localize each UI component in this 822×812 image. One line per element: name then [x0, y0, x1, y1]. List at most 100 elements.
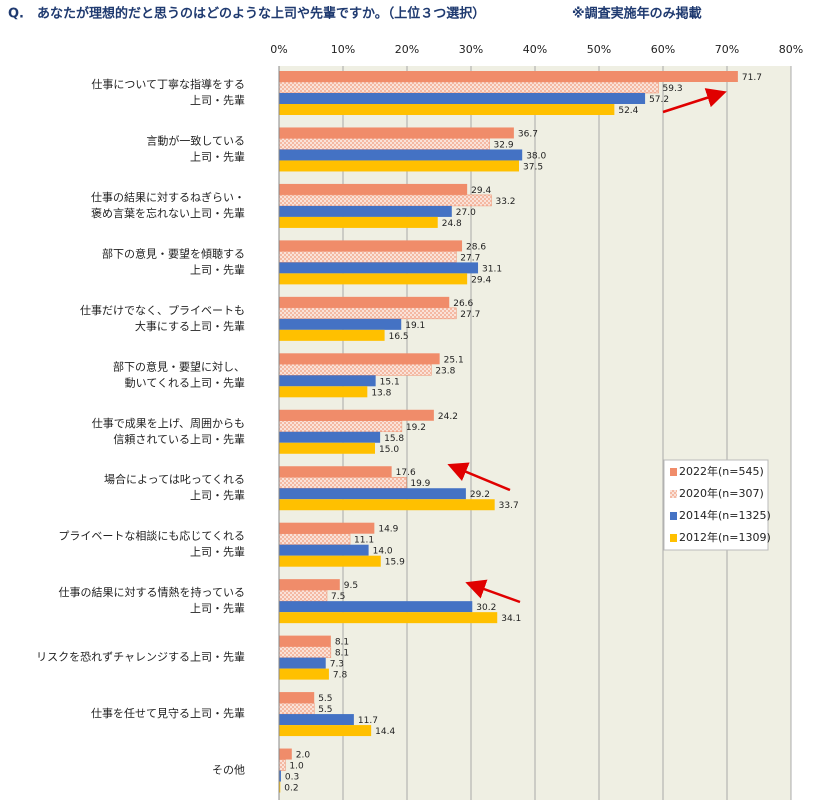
category-label: 仕事について丁寧な指導をする上司・先輩	[91, 77, 245, 107]
category-label: 言動が一致している上司・先輩	[146, 133, 245, 163]
bar	[279, 579, 340, 591]
bar	[279, 770, 281, 782]
value-label: 33.2	[495, 197, 515, 207]
value-label: 0.3	[285, 773, 299, 783]
bar	[278, 364, 432, 376]
bar	[279, 431, 381, 443]
bar	[278, 420, 403, 433]
value-label: 27.7	[460, 310, 480, 320]
value-label: 11.7	[358, 716, 378, 726]
value-label: 23.8	[435, 366, 455, 376]
category-label: 仕事の結果に対するねぎらい・褒め言葉を忘れない上司・先輩	[91, 190, 245, 220]
bar	[279, 318, 402, 330]
bar	[278, 759, 286, 771]
value-label: 27.7	[460, 253, 480, 263]
bar	[278, 81, 659, 94]
value-label: 19.9	[410, 479, 430, 489]
value-label: 29.4	[471, 275, 491, 285]
chart-title: Q. あなたが理想的だと思うのはどのような上司や先輩ですか。（上位３つ選択）	[8, 6, 485, 22]
x-tick-label: 50%	[587, 43, 611, 56]
bar	[278, 251, 457, 263]
x-tick-label: 30%	[459, 43, 483, 56]
bar	[278, 702, 315, 715]
value-label: 14.9	[378, 525, 398, 535]
bar	[279, 149, 523, 161]
value-label: 24.2	[438, 412, 458, 422]
value-label: 15.8	[384, 434, 404, 444]
x-tick-label: 20%	[395, 43, 419, 56]
bar	[279, 353, 440, 365]
bar	[279, 601, 473, 613]
bar	[279, 216, 438, 228]
category-label: 場合によっては叱ってくれる上司・先輩	[104, 472, 245, 502]
bar	[279, 466, 392, 478]
bar	[279, 104, 615, 115]
arrow	[662, 88, 727, 114]
value-label: 30.2	[476, 603, 496, 613]
legend-box	[663, 459, 769, 551]
legend-swatch	[670, 512, 677, 520]
value-label: 59.3	[663, 84, 683, 94]
legend-swatch	[670, 534, 677, 542]
x-tick-label: 10%	[331, 43, 355, 56]
category-label: 仕事を任せて見守る上司・先輩	[91, 706, 245, 720]
category-label: 部下の意見・要望に対し、動いてくれる上司・先輩	[113, 359, 245, 389]
bar	[279, 205, 452, 217]
value-label: 27.0	[456, 208, 476, 218]
bar	[279, 657, 326, 669]
value-label: 52.4	[618, 106, 638, 116]
legend-label: 2014年(n=1325)	[679, 508, 771, 522]
value-label: 15.9	[385, 558, 405, 568]
value-label: 13.8	[371, 388, 391, 398]
bar	[279, 781, 281, 793]
category-label: その他	[212, 764, 245, 777]
value-label: 15.1	[380, 377, 400, 387]
bar	[279, 555, 381, 567]
value-label: 33.7	[499, 501, 519, 511]
bar	[279, 273, 468, 285]
value-label: 71.7	[742, 73, 762, 83]
value-label: 2.0	[296, 751, 311, 761]
bar	[279, 692, 315, 704]
bar	[278, 533, 351, 545]
bar	[279, 386, 368, 398]
x-tick-label: 70%	[715, 43, 739, 56]
value-label: 7.8	[333, 671, 348, 681]
bar	[279, 296, 450, 308]
x-tick-label: 40%	[523, 43, 547, 56]
bar	[279, 748, 292, 760]
bar	[279, 714, 354, 726]
bar	[279, 668, 329, 680]
value-label: 0.2	[284, 784, 298, 794]
annotation-arrows	[447, 88, 727, 604]
bar	[279, 612, 498, 624]
category-label: 仕事の結果に対する情熱を持っている上司・先輩	[59, 585, 245, 615]
legend-label: 2022年(n=545)	[679, 464, 764, 478]
bar	[279, 442, 375, 454]
bar	[279, 375, 376, 387]
value-label: 14.4	[375, 727, 395, 737]
value-label: 11.1	[354, 536, 374, 546]
category-label: 仕事だけでなく、プライベートも大事にする上司・先輩	[80, 304, 245, 333]
value-label: 57.2	[649, 95, 669, 105]
value-label: 32.9	[494, 140, 514, 150]
x-tick-label: 0%	[270, 43, 287, 56]
value-label: 28.6	[466, 242, 486, 252]
category-label: リスクを恐れずチャレンジする上司・先輩	[36, 650, 245, 664]
arrow	[465, 579, 521, 604]
bar	[279, 183, 468, 195]
category-label: 部下の意見・要望を傾聴する上司・先輩	[102, 246, 245, 276]
value-label: 1.0	[289, 762, 304, 772]
bar	[279, 71, 738, 82]
value-label: 7.3	[330, 660, 344, 670]
value-label: 31.1	[482, 264, 502, 274]
value-label: 37.5	[523, 162, 543, 172]
bar	[278, 194, 492, 207]
arrow	[447, 462, 511, 492]
value-label: 29.2	[470, 490, 490, 500]
value-label: 14.0	[373, 547, 393, 557]
value-label: 5.5	[318, 705, 332, 715]
legend-label: 2012年(n=1309)	[679, 530, 771, 544]
value-label: 9.5	[344, 581, 358, 591]
legend-swatch	[670, 490, 677, 498]
